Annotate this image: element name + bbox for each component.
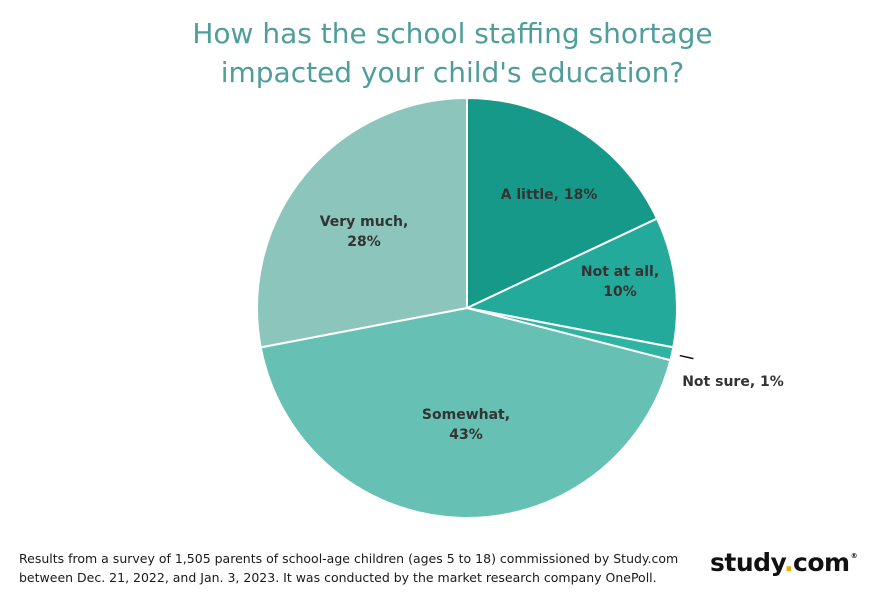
logo-text-study: study — [710, 548, 785, 577]
chart-footnote: Results from a survey of 1,505 parents o… — [19, 549, 699, 587]
pie-slices — [256, 97, 678, 519]
chart-title-line-2: impacted your child's education? — [220, 56, 685, 89]
pie-slice-a-little — [466, 97, 659, 309]
pie-slice-somewhat — [259, 307, 672, 519]
slice-label-not-sure: Not sure, 1% — [682, 374, 784, 390]
slice-label-a-little: A little, 18% — [501, 187, 598, 203]
slice-label-line: 10% — [603, 284, 637, 300]
slice-label-line: A little, 18% — [501, 187, 598, 203]
leader-line-not-sure — [679, 354, 694, 360]
chart-title-line-1: How has the school staffing shortage — [192, 17, 713, 50]
pie-slice-not-at-all — [466, 217, 678, 349]
pie-labels: A little, 18% Not at all, 10% Not sure, 1% S… — [320, 187, 784, 443]
slice-label-not-at-all: Not at all, 10% — [581, 264, 659, 300]
logo-dot: . — [784, 548, 794, 577]
study-com-logo: study.com® — [710, 548, 858, 577]
logo-text-com: com — [793, 548, 850, 577]
logo-registered-mark: ® — [850, 552, 858, 560]
pie-slice-very-much — [256, 97, 468, 349]
footnote-line-1: Results from a survey of 1,505 parents o… — [19, 551, 679, 566]
slice-label-line: Very much, — [320, 214, 409, 230]
slice-label-somewhat: Somewhat, 43% — [422, 407, 510, 443]
footnote-line-2: between Dec. 21, 2022, and Jan. 3, 2023.… — [19, 570, 657, 585]
slice-label-line: Not sure, 1% — [682, 374, 784, 390]
slice-label-line: Somewhat, — [422, 407, 510, 423]
slice-label-line: Not at all, — [581, 264, 659, 280]
chart-title: How has the school staffing shortage imp… — [0, 14, 880, 92]
slice-label-line: 43% — [449, 427, 483, 443]
slice-label-very-much: Very much, 28% — [320, 214, 409, 250]
slice-label-line: 28% — [347, 234, 381, 250]
